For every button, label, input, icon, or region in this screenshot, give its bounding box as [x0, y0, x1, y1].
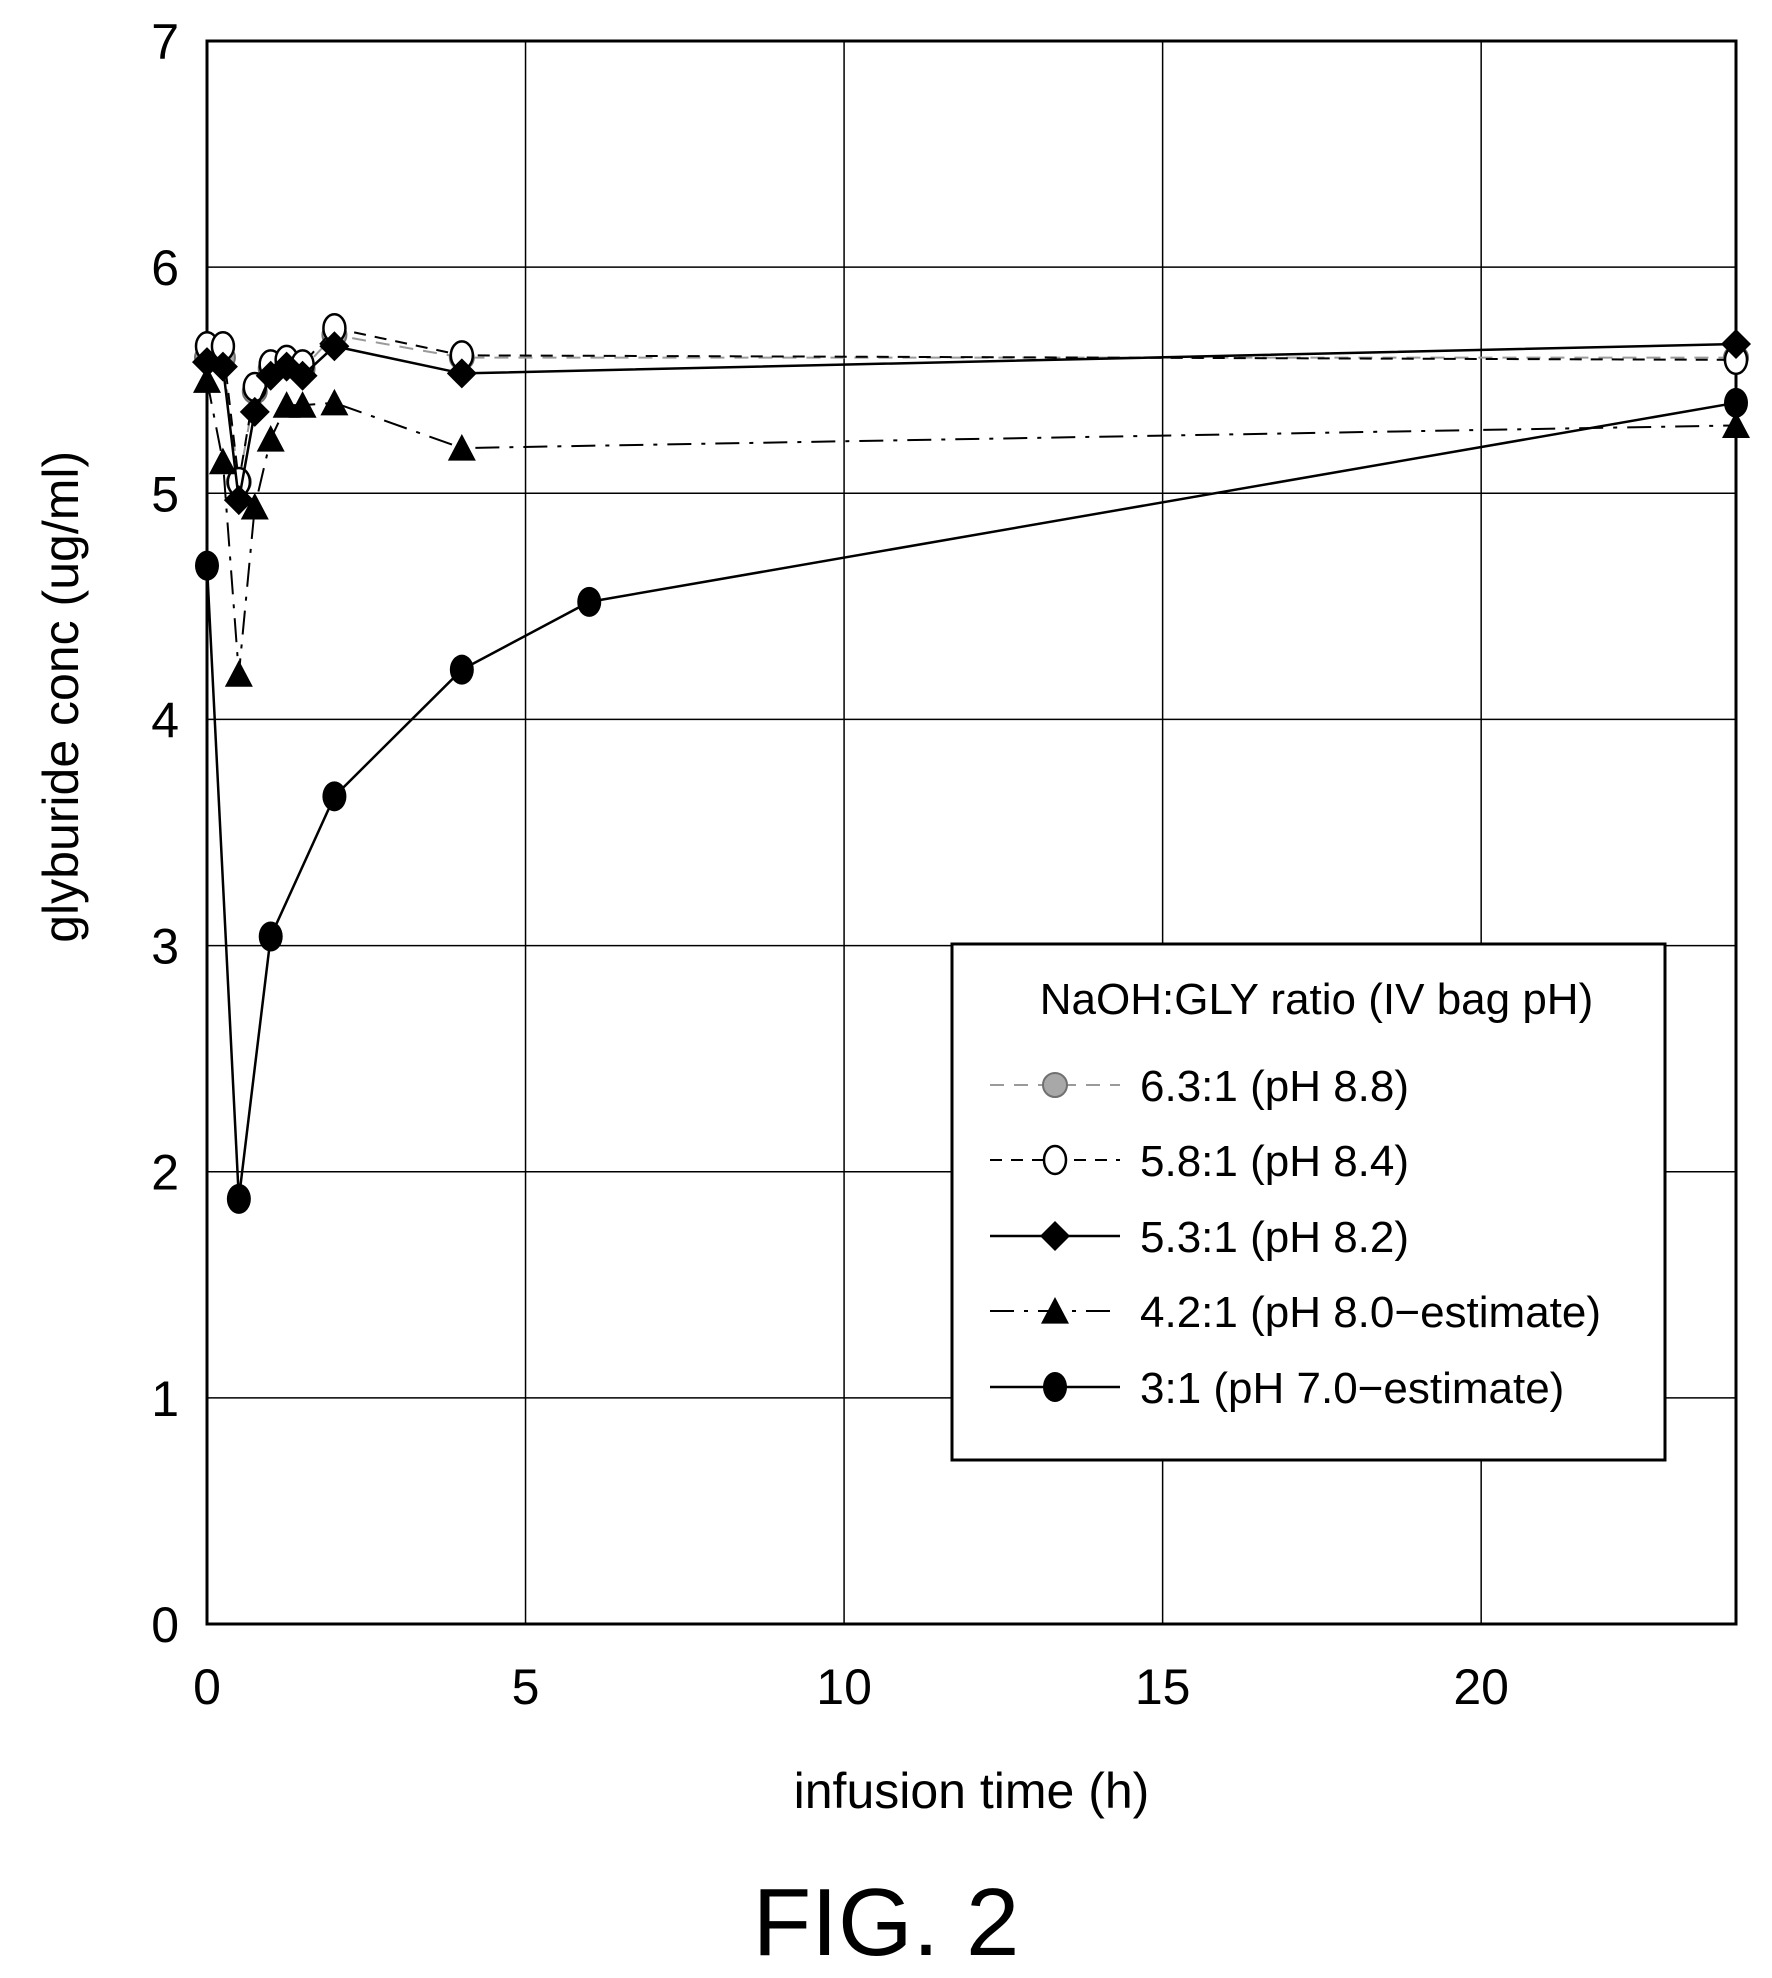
series-line — [206, 342, 1737, 501]
data-point — [226, 1183, 251, 1214]
legend-item: 3:1 (pH 7.0−estimate) — [990, 1364, 1564, 1413]
x-tick-label: 15 — [1135, 1659, 1191, 1715]
data-point — [258, 921, 283, 952]
legend-label: 3:1 (pH 7.0−estimate) — [1140, 1364, 1564, 1413]
data-point — [1722, 411, 1750, 439]
y-tick-label: 0 — [151, 1597, 179, 1653]
x-axis-ticks: 0 5 10 15 20 — [193, 1659, 1509, 1715]
x-tick-label: 10 — [816, 1659, 872, 1715]
data-point — [193, 366, 221, 393]
legend-marker — [1043, 1372, 1067, 1402]
x-tick-label: 20 — [1453, 1659, 1509, 1715]
data-point — [224, 660, 253, 687]
data-point — [447, 434, 476, 461]
data-point — [208, 447, 237, 475]
data-point — [239, 396, 270, 427]
legend-item: 4.2:1 (pH 8.0−estimate) — [990, 1288, 1601, 1337]
y-tick-label: 3 — [151, 919, 179, 975]
legend-title: NaOH:GLY ratio (IV bag pH) — [1040, 975, 1593, 1024]
legend-item: 5.3:1 (pH 8.2) — [990, 1213, 1409, 1262]
y-tick-label: 4 — [151, 692, 179, 748]
series-4 — [193, 366, 1750, 687]
data-point — [207, 351, 238, 382]
data-point — [195, 550, 219, 581]
y-axis-ticks: 0 1 2 3 4 5 6 7 — [151, 14, 179, 1653]
legend-label: 4.2:1 (pH 8.0−estimate) — [1140, 1288, 1601, 1337]
data-point — [256, 425, 285, 452]
legend-box — [950, 942, 1667, 1462]
series-layer — [192, 312, 1751, 1214]
legend-item: 6.3:1 (pH 8.8) — [990, 1062, 1409, 1111]
legend-marker — [1042, 1072, 1068, 1098]
series-line — [207, 327, 1737, 483]
legend-marker — [1041, 1297, 1069, 1324]
legend-label: 6.3:1 (pH 8.8) — [1140, 1062, 1409, 1111]
legend-item: 5.8:1 (pH 8.4) — [990, 1137, 1409, 1186]
data-point — [449, 654, 474, 685]
legend: NaOH:GLY ratio (IV bag pH) 6.3:1 (pH 8.8… — [950, 942, 1667, 1462]
data-point — [223, 485, 254, 516]
data-point — [319, 331, 350, 362]
y-tick-label: 2 — [151, 1145, 179, 1201]
data-point — [240, 492, 269, 520]
y-tick-label: 1 — [151, 1371, 179, 1427]
x-tick-label: 0 — [193, 1659, 221, 1715]
figure-caption: FIG. 2 — [752, 1869, 1020, 1976]
data-point — [446, 358, 477, 389]
data-point — [577, 586, 602, 617]
data-point — [288, 391, 317, 418]
data-point — [1724, 387, 1748, 418]
data-point — [1721, 329, 1751, 360]
legend-marker — [1040, 1221, 1070, 1251]
series-line — [206, 380, 1737, 675]
legend-label: 5.8:1 (pH 8.4) — [1140, 1137, 1409, 1186]
data-point — [322, 781, 347, 812]
data-point — [320, 388, 349, 416]
legend-items: 6.3:1 (pH 8.8) 5.8:1 (pH 8.4) 5.3:1 (pH 8.… — [990, 1062, 1601, 1413]
legend-marker — [1042, 1144, 1068, 1176]
x-axis-label: infusion time (h) — [794, 1763, 1150, 1819]
series-3 — [192, 329, 1751, 516]
legend-label: 5.3:1 (pH 8.2) — [1140, 1213, 1409, 1262]
series-2 — [194, 312, 1749, 498]
x-tick-label: 5 — [512, 1659, 540, 1715]
data-point — [287, 360, 318, 391]
y-axis-label: glyburide conc (ug/ml) — [33, 451, 89, 943]
plot-frame — [205, 39, 1738, 1626]
y-tick-label: 7 — [151, 14, 179, 70]
y-tick-label: 6 — [151, 240, 179, 296]
y-tick-label: 5 — [151, 466, 179, 522]
series-5 — [195, 387, 1748, 1214]
